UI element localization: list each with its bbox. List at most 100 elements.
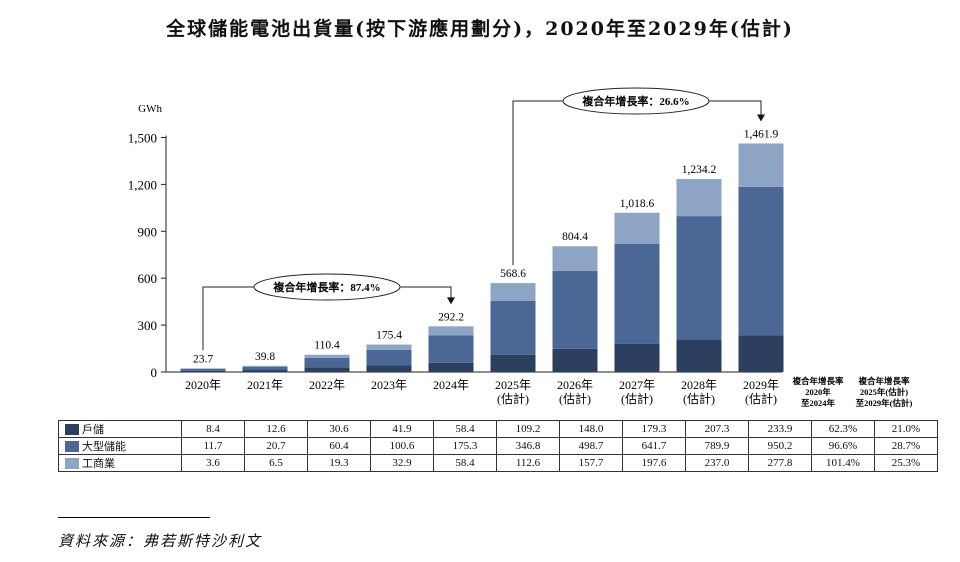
table-cagr-cell: 96.6% <box>811 437 875 455</box>
legend-swatch <box>65 441 79 452</box>
cagr-header-label: 複合年增長率 <box>791 376 844 386</box>
legend-swatch <box>65 424 79 435</box>
cagr-header-label: 2025年(估計) <box>860 387 908 397</box>
x-tick-label: (估計) <box>745 391 777 406</box>
series-name-cell: 工商業 <box>58 454 182 472</box>
bar-segment-utility <box>180 368 226 371</box>
bar-total-label: 23.7 <box>193 353 213 365</box>
table-value-cell: 237.0 <box>685 454 749 472</box>
stacked-bar-chart: 0 300 600 900 1,200 1,500 GWh 23.7 2020年 39.8 2021… <box>128 87 913 408</box>
bar-total-label: 292.2 <box>438 311 464 323</box>
series-name: 大型儲能 <box>82 441 126 453</box>
table-cagr-cell: 25.3% <box>874 454 938 472</box>
table-cagr-cell: 101.4% <box>811 454 875 472</box>
table-value-cell: 346.8 <box>496 437 560 455</box>
bar-segment-household <box>180 370 226 372</box>
y-tick-label: 600 <box>138 271 158 286</box>
cagr-header-label: 2020年 <box>805 387 831 397</box>
bar-segment-utility <box>242 366 288 371</box>
cagr-bracket-line <box>709 100 762 116</box>
source-divider <box>58 517 210 518</box>
cagr-ellipse <box>562 87 710 115</box>
bar-segment-commercial <box>738 143 784 187</box>
bar-segment-household <box>552 348 598 372</box>
table-value-cell: 8.4 <box>181 420 245 438</box>
bar-segment-commercial <box>490 283 536 301</box>
bar-segment-commercial <box>304 354 350 358</box>
bar-segment-utility <box>738 186 784 336</box>
x-tick-label: 2026年 <box>557 378 593 392</box>
bar-segment-utility <box>614 243 660 344</box>
table-value-cell: 233.9 <box>748 420 812 438</box>
table-value-cell: 100.6 <box>370 437 434 455</box>
table-row: 工商業 3.6 6.5 19.3 32.9 58.4 112.6 157.7 197.6 237.… <box>58 454 938 472</box>
x-tick-label: (估計) <box>621 391 653 406</box>
series-name: 戶儲 <box>82 424 104 436</box>
table-value-cell: 277.8 <box>748 454 812 472</box>
table-cagr-cell: 28.7% <box>874 437 938 455</box>
table-value-cell: 950.2 <box>748 437 812 455</box>
bar-total-label: 175.4 <box>376 330 402 342</box>
x-tick-label: 2027年 <box>619 378 655 392</box>
x-tick-label: 2022年 <box>309 378 345 392</box>
table-value-cell: 197.6 <box>622 454 686 472</box>
source-note: 資料來源：弗若斯特沙利文 <box>58 532 263 550</box>
cagr-header-label: 複合年增長率 <box>857 376 910 386</box>
cagr-bracket-line <box>512 100 563 266</box>
bar-segment-utility <box>366 349 412 366</box>
x-tick-label: (估計) <box>559 391 591 406</box>
bar-segment-commercial <box>180 368 226 369</box>
bar-total-label: 1,234.2 <box>682 164 717 176</box>
table-cagr-cell: 21.0% <box>874 420 938 438</box>
table-value-cell: 112.6 <box>496 454 560 472</box>
bar-segment-household <box>614 343 660 372</box>
table-value-cell: 175.3 <box>433 437 497 455</box>
bar-segment-utility <box>428 335 474 363</box>
bar-segment-utility <box>304 357 350 368</box>
x-tick-label: 2023年 <box>371 378 407 392</box>
table-row: 戶儲 8.4 12.6 30.6 41.9 58.4 109.2 148.0 179.3 207.… <box>58 420 938 438</box>
bar-segment-household <box>428 362 474 372</box>
x-tick-label: 2020年 <box>185 378 221 392</box>
cagr-arrow-head <box>447 297 455 305</box>
table-value-cell: 20.7 <box>244 437 308 455</box>
bar-segment-commercial <box>428 326 474 336</box>
table-value-cell: 12.6 <box>244 420 308 438</box>
table-value-cell: 58.4 <box>433 454 497 472</box>
table-value-cell: 641.7 <box>622 437 686 455</box>
table-value-cell: 789.9 <box>685 437 749 455</box>
cagr-annotation-label: 複合年增長率：26.6% <box>581 94 689 108</box>
bar-segment-commercial <box>242 365 288 367</box>
table-value-cell: 30.6 <box>307 420 371 438</box>
cagr-header-label: 至2029年(估計) <box>856 398 913 408</box>
y-tick-label: 900 <box>138 224 158 239</box>
series-name: 工商業 <box>82 458 115 470</box>
data-table: 戶儲 8.4 12.6 30.6 41.9 58.4 109.2 148.0 179.3 207.… <box>58 420 938 472</box>
table-value-cell: 6.5 <box>244 454 308 472</box>
table-value-cell: 148.0 <box>559 420 623 438</box>
chart-title: 全球儲能電池出貨量(按下游應用劃分)，2020年至2029年(估計) <box>166 18 794 40</box>
bar-total-label: 39.8 <box>255 351 275 363</box>
bar-segment-household <box>738 335 784 372</box>
table-value-cell: 41.9 <box>370 420 434 438</box>
x-tick-label: 2029年 <box>743 378 779 392</box>
table-value-cell: 32.9 <box>370 454 434 472</box>
cagr-ellipse <box>253 273 401 301</box>
bar-segment-commercial <box>552 246 598 271</box>
bar-total-label: 110.4 <box>314 340 340 352</box>
bar-segment-utility <box>676 216 722 340</box>
table-value-cell: 58.4 <box>433 420 497 438</box>
cagr-header-label: 至2024年 <box>801 398 836 408</box>
table-value-cell: 207.3 <box>685 420 749 438</box>
bar-segment-household <box>242 370 288 372</box>
bar-segment-household <box>304 367 350 372</box>
bar-segment-commercial <box>366 344 412 350</box>
x-tick-label: 2025年 <box>495 378 531 392</box>
table-row: 大型儲能 11.7 20.7 60.4 100.6 175.3 346.8 498.7 641.… <box>58 437 938 455</box>
table-value-cell: 3.6 <box>181 454 245 472</box>
x-tick-label: 2021年 <box>247 378 283 392</box>
series-name-cell: 大型儲能 <box>58 437 182 455</box>
bar-segment-household <box>676 339 722 372</box>
y-tick-label: 1,500 <box>128 131 157 146</box>
y-tick-label: 1,200 <box>128 177 157 192</box>
